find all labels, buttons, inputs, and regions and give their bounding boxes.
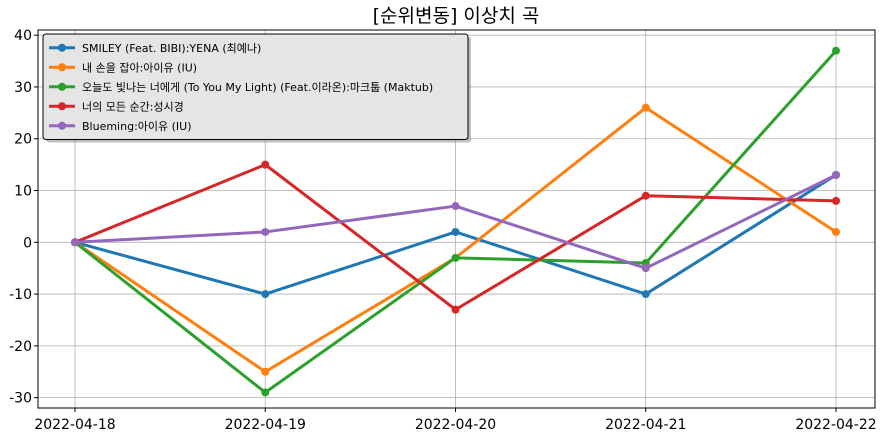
x-tick-label: 2022-04-18 [34,417,115,433]
legend-label: 오늘도 빛나는 너에게 (To You My Light) (Feat.이라온)… [82,81,433,94]
series-4-point [261,160,270,169]
series-5-point [451,202,460,211]
series-3-point [832,46,840,55]
legend-label: 내 손을 잡아:아이유 (IU) [82,61,197,74]
series-1-point [641,290,650,299]
y-tick-label: -10 [9,287,32,303]
chart-title: [순위변동] 이상치 곡 [373,5,540,27]
series-1-point [261,290,270,299]
series-4-point [641,191,650,200]
y-tick-label: -30 [9,391,32,407]
series-2-point [832,227,840,236]
y-tick-label: 30 [14,80,32,96]
series-4-point [832,196,840,205]
x-tick-label: 2022-04-22 [795,417,876,433]
series-lines [71,46,840,397]
y-tick-label: 0 [23,235,32,251]
series-3-point [451,253,460,262]
y-tick-label: -20 [9,339,32,355]
series-2-point [261,367,270,376]
series-5-point [261,227,270,236]
legend-swatch-marker [58,63,66,72]
legend-label: 너의 모든 순간:성시경 [82,100,184,113]
y-tick-label: 10 [14,184,32,200]
legend-box [42,33,469,140]
legend-swatch-marker [58,102,66,111]
legend-label: SMILEY (Feat. BIBI):YENA (최예나) [82,42,261,55]
legend-swatch-marker [58,82,66,91]
legend-label: Blueming:아이유 (IU) [82,120,192,133]
series-1-point [451,227,460,236]
legend-swatch-marker [58,121,66,130]
series-3-point [261,388,270,397]
series-5-point [71,238,79,247]
axis-ticks: 2022-04-18 2022-04-19 2022-04-20 2022-04-21… [9,28,877,433]
x-tick-label: 2022-04-20 [415,417,496,433]
x-tick-label: 2022-04-19 [225,417,306,433]
x-tick-label: 2022-04-21 [605,417,686,433]
plot-frame [37,29,876,409]
legend: SMILEY (Feat. BIBI):YENA (최예나) 내 손을 잡아:아이… [42,33,471,143]
series-2-point [641,103,650,112]
legend-swatch-marker [58,43,66,52]
series-4-point [451,305,460,314]
y-tick-label: 40 [14,28,32,44]
series-5-point [832,170,840,179]
y-tick-label: 20 [14,132,32,148]
series-5-point [641,264,650,273]
